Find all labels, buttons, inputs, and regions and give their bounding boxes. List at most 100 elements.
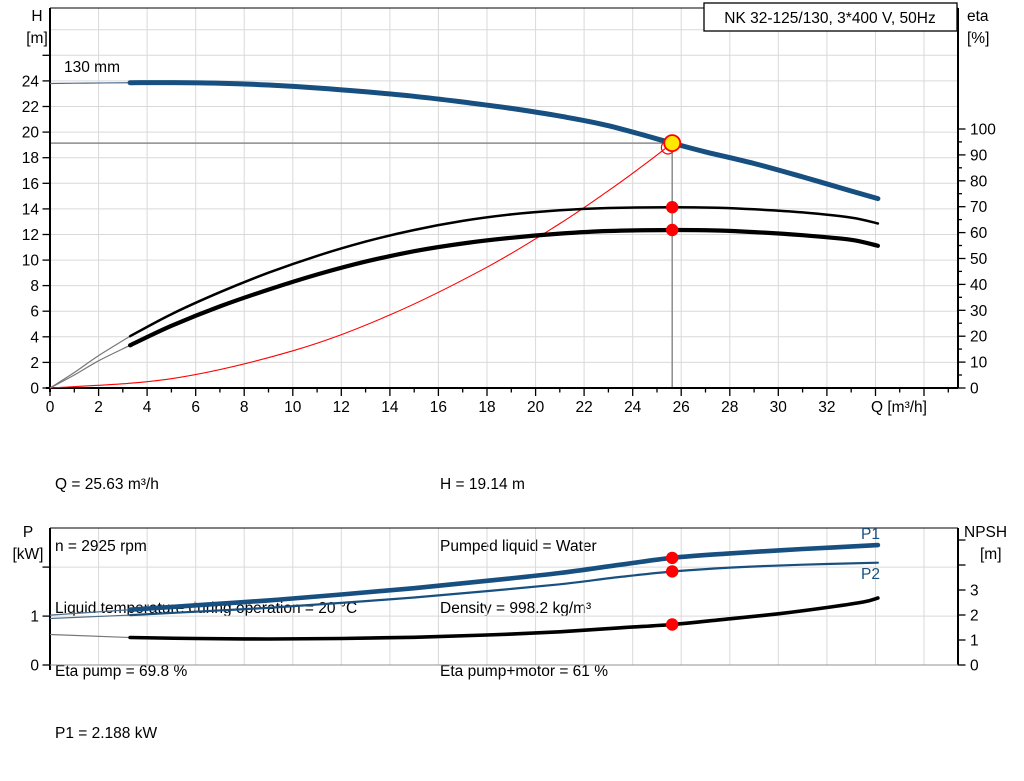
duty-info-line: Pumped liquid = Water <box>440 537 597 555</box>
qh-eta-markers <box>660 134 682 237</box>
eta-axis-unit: [%] <box>967 30 989 47</box>
qh-eta-chart: 0 2 4 6 8 10 12 14 16 18 20 22 24 26 28 30 3202468101214… <box>22 2 996 416</box>
svg-text:24: 24 <box>22 73 40 90</box>
series-head-130mm-lead <box>49 82 131 85</box>
p-axis-unit: [kW] <box>13 546 44 563</box>
svg-text:10: 10 <box>284 399 302 416</box>
svg-text:14: 14 <box>22 201 40 218</box>
p-npsh-series <box>49 542 881 641</box>
series-npsh-lead <box>49 633 131 639</box>
p-npsh-tick-labels: 0 1 0 1 2 3 <box>30 583 979 675</box>
svg-text:0: 0 <box>30 381 39 398</box>
series-eta-pump-motor-lead <box>49 344 131 389</box>
svg-text:3: 3 <box>970 583 979 600</box>
qh-eta-tick-labels: 0 2 4 6 8 10 12 14 16 18 20 22 24 26 28 30 3202468101214… <box>22 73 996 416</box>
svg-text:1: 1 <box>30 609 39 626</box>
svg-text:80: 80 <box>970 173 988 190</box>
svg-text:12: 12 <box>333 399 350 416</box>
svg-text:26: 26 <box>673 399 690 416</box>
p-npsh-frame <box>49 527 959 670</box>
duty-info-right: H = 19.14 m Pumped liquid = Water Densit… <box>440 433 608 724</box>
series-eta-pump <box>128 205 880 338</box>
svg-text:22: 22 <box>22 99 39 116</box>
p-npsh-chart: 0 1 0 1 2 3 P [kW] NPSH [m] P1 P2 <box>13 524 1008 675</box>
svg-text:0: 0 <box>30 658 39 675</box>
svg-text:30: 30 <box>770 399 788 416</box>
series-system-curve <box>49 142 673 389</box>
power-info-line: P1 = 2.188 kW <box>55 724 158 742</box>
series-p1-lead <box>49 609 131 616</box>
series-eta-pump-motor <box>128 227 880 348</box>
svg-text:14: 14 <box>381 399 399 416</box>
svg-text:20: 20 <box>22 125 40 142</box>
series-p2-lead <box>49 614 131 620</box>
svg-text:4: 4 <box>143 399 152 416</box>
svg-text:6: 6 <box>191 399 200 416</box>
svg-text:22: 22 <box>575 399 592 416</box>
svg-text:50: 50 <box>970 251 988 268</box>
p2-curve-label: P2 <box>861 566 880 583</box>
series-npsh <box>128 596 880 641</box>
series-p1 <box>127 542 881 612</box>
svg-text:18: 18 <box>478 399 495 416</box>
npsh-axis-unit: [m] <box>980 546 1002 563</box>
svg-text:100: 100 <box>970 122 996 139</box>
svg-text:12: 12 <box>22 227 39 244</box>
svg-text:1: 1 <box>970 633 979 650</box>
svg-text:40: 40 <box>970 277 988 294</box>
duty-info-line: Density = 998.2 kg/m³ <box>440 600 592 618</box>
svg-text:30: 30 <box>970 303 988 320</box>
svg-text:2: 2 <box>30 355 39 372</box>
svg-text:10: 10 <box>970 355 988 372</box>
duty-info-line: Eta pump+motor = 61 % <box>440 662 609 680</box>
npsh-duty-dot <box>666 618 679 631</box>
svg-text:28: 28 <box>721 399 738 416</box>
svg-text:16: 16 <box>22 176 39 193</box>
svg-text:8: 8 <box>30 278 39 295</box>
svg-text:0: 0 <box>46 399 55 416</box>
pump-title: NK 32-125/130, 3*400 V, 50Hz <box>724 10 935 27</box>
svg-text:16: 16 <box>430 399 447 416</box>
p-npsh-markers <box>666 551 679 631</box>
svg-text:60: 60 <box>970 225 988 242</box>
svg-text:0: 0 <box>970 381 979 398</box>
q-axis-title: Q [m³/h] <box>871 399 927 416</box>
eta-pump-motor-duty-dot <box>666 223 679 237</box>
impeller-diameter-label: 130 mm <box>64 59 120 76</box>
qh-eta-ticks <box>42 54 966 396</box>
duty-info-left: Q = 25.63 m³/h n = 2925 rpm Liquid tempe… <box>55 433 357 724</box>
svg-text:2: 2 <box>94 399 103 416</box>
duty-info-line: Eta pump = 69.8 % <box>55 662 188 680</box>
svg-text:2: 2 <box>970 608 979 625</box>
p2-duty-dot <box>666 565 679 578</box>
h-axis-title: H <box>31 8 42 25</box>
svg-text:20: 20 <box>527 399 545 416</box>
p-npsh-ticks <box>42 539 966 666</box>
qh-eta-gridlines <box>50 8 958 388</box>
svg-text:6: 6 <box>30 304 39 321</box>
duty-crosshair <box>50 142 673 388</box>
npsh-axis-title: NPSH <box>964 524 1007 541</box>
duty-point-marker <box>663 134 682 153</box>
pump-title-box <box>703 2 958 32</box>
svg-text:90: 90 <box>970 147 988 164</box>
svg-text:8: 8 <box>240 399 249 416</box>
svg-text:0: 0 <box>970 658 979 675</box>
eta-pump-duty-dot <box>666 201 679 214</box>
p-axis-title: P <box>23 524 33 541</box>
duty-info-line: H = 19.14 m <box>440 475 525 493</box>
series-head-130mm <box>127 80 881 202</box>
svg-text:18: 18 <box>22 150 39 167</box>
qh-eta-series <box>49 80 881 389</box>
p-npsh-gridlines <box>50 528 958 665</box>
power-info-block: P1 = 2.188 kW P2 = 1.912 kW NPSH = 1.62 … <box>55 682 409 781</box>
qh-eta-frame <box>46 7 959 392</box>
svg-text:4: 4 <box>30 329 39 346</box>
eta-axis-title: eta <box>967 8 989 25</box>
h-axis-unit: [m] <box>26 30 48 47</box>
svg-text:20: 20 <box>970 329 988 346</box>
series-p2 <box>129 561 879 617</box>
svg-text:10: 10 <box>22 253 40 270</box>
duty-info-line: Liquid temperature during operation = 20… <box>55 600 358 618</box>
